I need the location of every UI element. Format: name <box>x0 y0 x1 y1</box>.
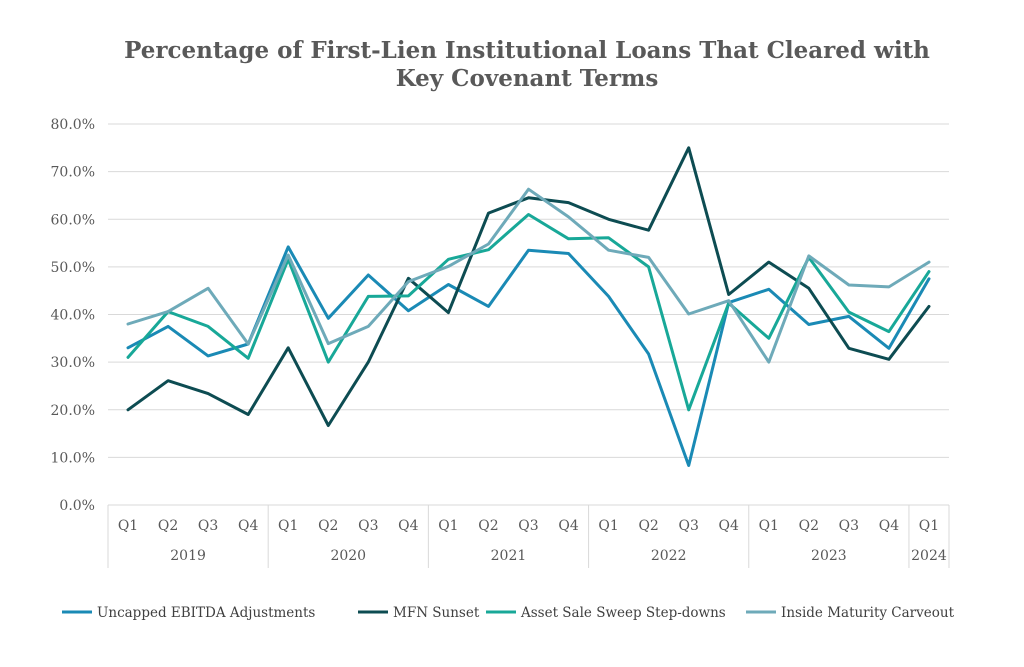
y-tick-label: 80.0% <box>51 117 95 133</box>
chart-title-line-1: Percentage of First-Lien Institutional L… <box>124 37 930 64</box>
series-line-mfn-sunset <box>126 146 931 427</box>
gridlines <box>108 123 949 506</box>
x-axis-year-label: 2019 <box>170 548 206 564</box>
x-tick-label: Q2 <box>638 518 658 534</box>
x-axis-year-label: 2024 <box>911 548 947 564</box>
x-tick-label: Q1 <box>598 518 618 534</box>
legend-item: Uncapped EBITDA Adjustments <box>62 605 315 621</box>
y-tick-label: 60.0% <box>51 212 95 228</box>
y-tick-label: 10.0% <box>51 450 95 466</box>
x-tick-label: Q2 <box>318 518 338 534</box>
x-axis-year-label: 2023 <box>811 548 847 564</box>
legend-item: Asset Sale Sweep Step-downs <box>486 605 726 621</box>
x-tick-label: Q3 <box>839 518 859 534</box>
x-tick-label: Q4 <box>719 518 739 534</box>
x-tick-label: Q1 <box>759 518 779 534</box>
x-axis-year-label: 2022 <box>651 548 687 564</box>
x-tick-label: Q1 <box>919 518 939 534</box>
legend-label: MFN Sunset <box>393 605 480 621</box>
x-tick-label: Q4 <box>398 518 418 534</box>
y-axis-tick-labels: 0.0% 10.0% 20.0% 30.0% 40.0% 50.0% 60.0% 70.0% 8… <box>51 117 95 514</box>
x-tick-label: Q1 <box>438 518 458 534</box>
legend-item: Inside Maturity Carveout <box>746 605 955 621</box>
legend: Uncapped EBITDA Adjustments MFN Sunset Ass… <box>62 605 955 621</box>
y-tick-label: 0.0% <box>59 498 95 514</box>
x-tick-label: Q3 <box>198 518 218 534</box>
series-line-asset-sale-sweep-step-downs <box>126 213 931 412</box>
series-lines <box>126 146 931 467</box>
x-tick-label: Q4 <box>558 518 578 534</box>
x-tick-label: Q3 <box>678 518 698 534</box>
y-tick-label: 20.0% <box>51 403 95 419</box>
x-tick-label: Q2 <box>799 518 819 534</box>
legend-label: Uncapped EBITDA Adjustments <box>97 605 315 621</box>
x-tick-label: Q3 <box>358 518 378 534</box>
chart-title-line-2: Key Covenant Terms <box>396 65 659 92</box>
y-tick-label: 70.0% <box>51 165 95 181</box>
x-tick-label: Q2 <box>158 518 178 534</box>
x-tick-label: Q1 <box>118 518 138 534</box>
x-axis-year-label: 2021 <box>491 548 527 564</box>
x-tick-label: Q4 <box>238 518 258 534</box>
series-line-inside-maturity-carveout <box>126 187 931 364</box>
x-tick-label: Q3 <box>518 518 538 534</box>
x-tick-label: Q1 <box>278 518 298 534</box>
chart-title: Percentage of First-Lien Institutional L… <box>124 37 930 92</box>
y-tick-label: 30.0% <box>51 355 95 371</box>
y-tick-label: 40.0% <box>51 308 95 324</box>
legend-label: Asset Sale Sweep Step-downs <box>520 605 726 621</box>
legend-label: Inside Maturity Carveout <box>781 605 955 621</box>
x-tick-label: Q4 <box>879 518 899 534</box>
y-tick-label: 50.0% <box>51 260 95 276</box>
legend-item: MFN Sunset <box>358 605 480 621</box>
x-tick-label: Q2 <box>478 518 498 534</box>
x-axis: Q1 Q2 Q3 Q4 Q1 Q2 Q3 Q4 Q1 Q2 Q3 Q4 Q1 Q2 Q3 Q4 Q1 Q2 Q3 Q4… <box>107 505 950 568</box>
x-axis-year-label: 2020 <box>330 548 366 564</box>
